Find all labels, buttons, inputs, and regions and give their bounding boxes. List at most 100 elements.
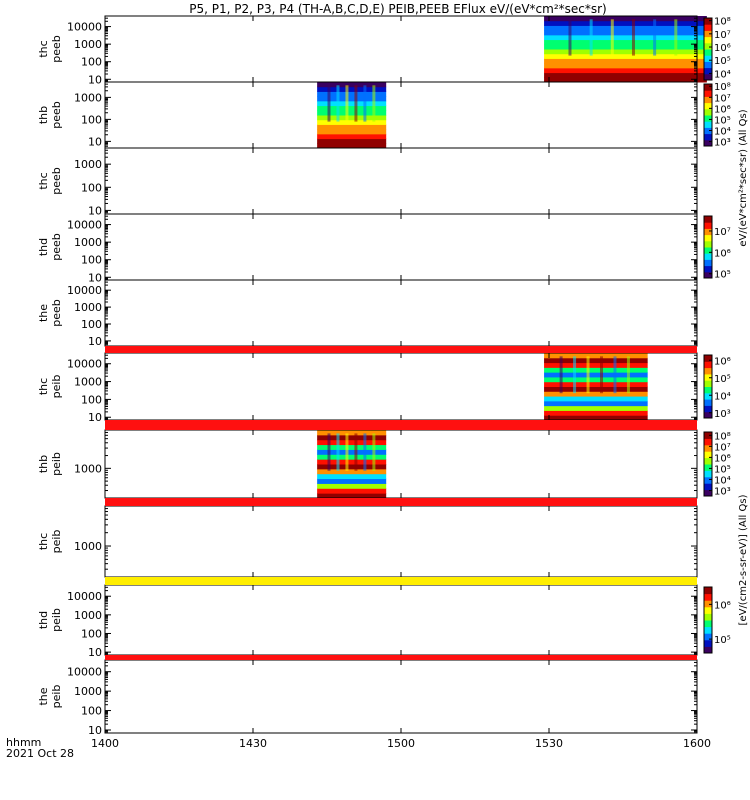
y-tick-label: 100 xyxy=(81,56,102,69)
fill-band xyxy=(105,346,697,353)
colorbar-segment xyxy=(704,600,712,608)
spectrogram-cell xyxy=(544,386,648,392)
y-tick-label: 10000 xyxy=(67,21,102,34)
y-tick-label: 10 xyxy=(88,724,102,737)
spectrogram-texture xyxy=(363,85,367,122)
spectrogram-texture xyxy=(586,356,590,394)
colorbar-segment xyxy=(704,259,712,267)
colorbar-tick-label: 10⁵ xyxy=(714,115,731,126)
x-tick-label: 1500 xyxy=(387,737,415,750)
colorbar-tick-label: 10⁴ xyxy=(714,475,731,486)
x-axis: 1400 1430 1500 1530 1600 xyxy=(91,737,711,750)
colorbar-segment xyxy=(704,411,712,419)
colorbar-frame xyxy=(703,586,713,654)
spectrogram-cell xyxy=(317,473,387,480)
spectrogram-cell xyxy=(544,16,707,22)
colorbar-frame xyxy=(703,431,713,497)
colorbar-segment xyxy=(704,457,712,465)
panel-thd-peeb: 10 100 1000 10000 thd peeb 10⁵ 10⁶ 10⁷ xyxy=(37,213,731,284)
panel-the-peeb: 10 100 1000 10000 the peeb xyxy=(37,279,698,348)
spectrogram-texture xyxy=(336,85,340,122)
colorbar: 10⁵ 10⁶ xyxy=(703,586,731,654)
colorbar-tick-label: 10³ xyxy=(714,486,731,497)
colorbar-segment xyxy=(704,380,712,387)
spectrogram-cell xyxy=(544,381,648,387)
y-tick-label: 10 xyxy=(88,271,102,284)
panel-probe-label: thb xyxy=(37,106,50,124)
fill-band xyxy=(105,577,697,585)
spectrogram-cell xyxy=(544,49,707,55)
panel-frame xyxy=(104,505,698,578)
colorbar-segment xyxy=(704,367,712,375)
spectrogram-cell xyxy=(544,367,648,373)
colorbar-segment xyxy=(704,42,712,50)
colorbar-segment xyxy=(704,392,712,400)
panel-the-peib: 10 100 1000 10000 the peib xyxy=(37,659,698,737)
y-tick-label: 1000 xyxy=(74,158,102,171)
panel-probe-label: thc xyxy=(37,533,50,550)
x-tick-label: 1600 xyxy=(683,737,711,750)
panel-frame xyxy=(104,147,698,215)
colorbar-segment xyxy=(704,139,712,147)
y-tick-label: 1000 xyxy=(74,376,102,389)
spectrogram-cell xyxy=(317,468,387,475)
colorbar-segment xyxy=(704,90,712,97)
colorbar-segment xyxy=(704,30,712,38)
colorbar-segment xyxy=(704,373,712,381)
panel-product-label: peeb xyxy=(50,101,63,129)
spectrogram-cell xyxy=(544,410,648,416)
spectrogram-cell xyxy=(544,34,707,41)
colorbar-frame xyxy=(703,83,713,147)
y-tick-label: 10 xyxy=(88,411,102,424)
spectrogram-texture xyxy=(610,19,614,56)
spectrogram-texture xyxy=(559,356,563,394)
spectrogram-cell xyxy=(544,67,707,74)
panel-thd-peib: 10 100 1000 10000 thd peib 10⁵ 10⁶ xyxy=(37,584,731,659)
panel-product-label: peeb xyxy=(50,233,63,261)
fill-band xyxy=(105,420,697,430)
panel-probe-label: thc xyxy=(37,172,50,189)
colorbar-tick-label: 10⁶ xyxy=(714,43,731,54)
spectrogram-cell xyxy=(317,82,387,88)
spectrogram-cell xyxy=(317,449,387,455)
y-tick-label: 1000 xyxy=(74,91,102,104)
spectrogram-cell xyxy=(317,454,387,460)
colorbar-segment xyxy=(704,49,712,56)
colorbar-segment xyxy=(704,36,712,44)
panel-probe-label: thd xyxy=(37,611,50,629)
panel-product-label: peib xyxy=(50,375,63,399)
colorbar-tick-label: 10⁵ xyxy=(714,56,731,67)
spectrogram-cell xyxy=(544,77,707,83)
colorbar-segment xyxy=(704,265,712,273)
y-tick-label: 100 xyxy=(81,627,102,640)
spectrogram-texture xyxy=(613,356,617,394)
panel-thc-peeb: 10 100 1000 thc peeb xyxy=(37,147,698,217)
spectrogram-cell xyxy=(317,444,387,450)
colorbar-segment xyxy=(704,587,712,595)
colorbar-tick-label: 10⁴ xyxy=(714,69,731,80)
colorbar-segment xyxy=(704,470,712,478)
spectrogram-cell xyxy=(544,39,707,45)
spectrogram-cell xyxy=(317,105,387,111)
colorbar-segment xyxy=(704,108,712,116)
colorbar-tick-label: 10⁵ xyxy=(714,374,731,385)
spectrogram-cell xyxy=(317,119,387,125)
colorbar-segment xyxy=(704,405,712,413)
colorbar-segment xyxy=(704,386,712,394)
colorbar-segment xyxy=(704,234,712,242)
colorbar-tick-label: 10⁷ xyxy=(714,442,731,453)
spectrogram-texture xyxy=(327,433,331,471)
spectrogram-cell xyxy=(317,430,387,436)
y-tick-label: 1000 xyxy=(74,38,102,51)
spectrogram-texture xyxy=(653,19,657,56)
panel-probe-label: the xyxy=(37,687,50,705)
panel-probe-label: thc xyxy=(37,40,50,57)
spectrogram-cell xyxy=(544,362,648,368)
panel-frame xyxy=(104,584,698,656)
y-tick-label: 100 xyxy=(81,181,102,194)
spectrogram-cell xyxy=(544,415,648,421)
colorbar-tick-label: 10⁴ xyxy=(714,391,731,402)
y-tick-label: 100 xyxy=(81,254,102,267)
